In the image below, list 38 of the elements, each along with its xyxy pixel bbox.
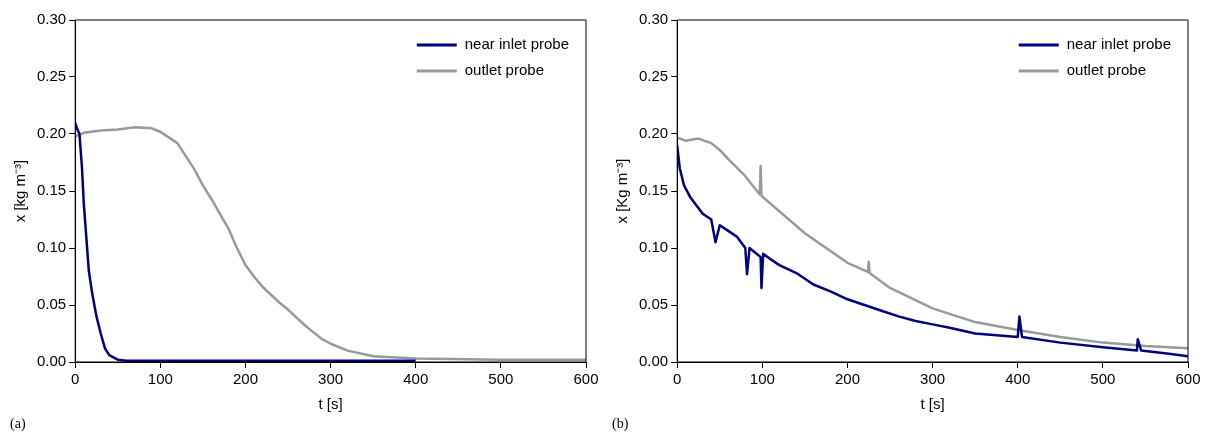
x-tick-label: 500	[488, 370, 514, 388]
y-tick-label: 0.05	[638, 295, 669, 313]
x-tick-label: 300	[318, 370, 344, 388]
x-tick-label: 100	[749, 370, 775, 388]
y-tick-label: 0.20	[638, 124, 669, 142]
x-tick-label: 100	[147, 370, 173, 388]
y-tick-label: 0.15	[638, 181, 669, 199]
legend-label: outlet probe	[464, 61, 544, 79]
x-tick-label: 200	[232, 370, 258, 388]
text: (a)	[10, 416, 26, 432]
y-tick-label: 0.05	[36, 295, 67, 313]
text: (b)	[612, 416, 629, 432]
x-tick-label: 200	[834, 370, 860, 388]
legend-label: near inlet probe	[1066, 35, 1172, 53]
y-tick-label: 0.20	[36, 124, 67, 142]
x-tick-label: 400	[1005, 370, 1031, 388]
x-tick-label: 0	[673, 370, 682, 388]
y-tick-label: 0.30	[36, 10, 67, 28]
y-tick-label: 0.15	[36, 181, 67, 199]
x-tick-label: 0	[71, 370, 80, 388]
y-tick-label: 0.00	[638, 352, 669, 370]
legend-label: near inlet probe	[464, 35, 570, 53]
y-tick-label: 0.10	[36, 238, 67, 256]
x-tick-label: 600	[1175, 370, 1201, 388]
x-axis-title: t [s]	[318, 395, 343, 413]
y-tick-label: 0.00	[36, 352, 67, 370]
legend-label: outlet probe	[1066, 61, 1146, 79]
x-tick-label: 500	[1090, 370, 1116, 388]
y-tick-label: 0.30	[638, 10, 669, 28]
x-axis-title: t [s]	[920, 395, 945, 413]
y-axis-title: x [Kg m⁻³]	[613, 158, 631, 224]
y-tick-label: 0.25	[638, 67, 669, 85]
x-tick-label: 600	[573, 370, 599, 388]
x-tick-label: 400	[403, 370, 429, 388]
y-tick-label: 0.25	[36, 67, 67, 85]
x-tick-label: 300	[920, 370, 946, 388]
y-tick-label: 0.10	[638, 238, 669, 256]
y-axis-title: x [kg m⁻³]	[11, 159, 29, 223]
